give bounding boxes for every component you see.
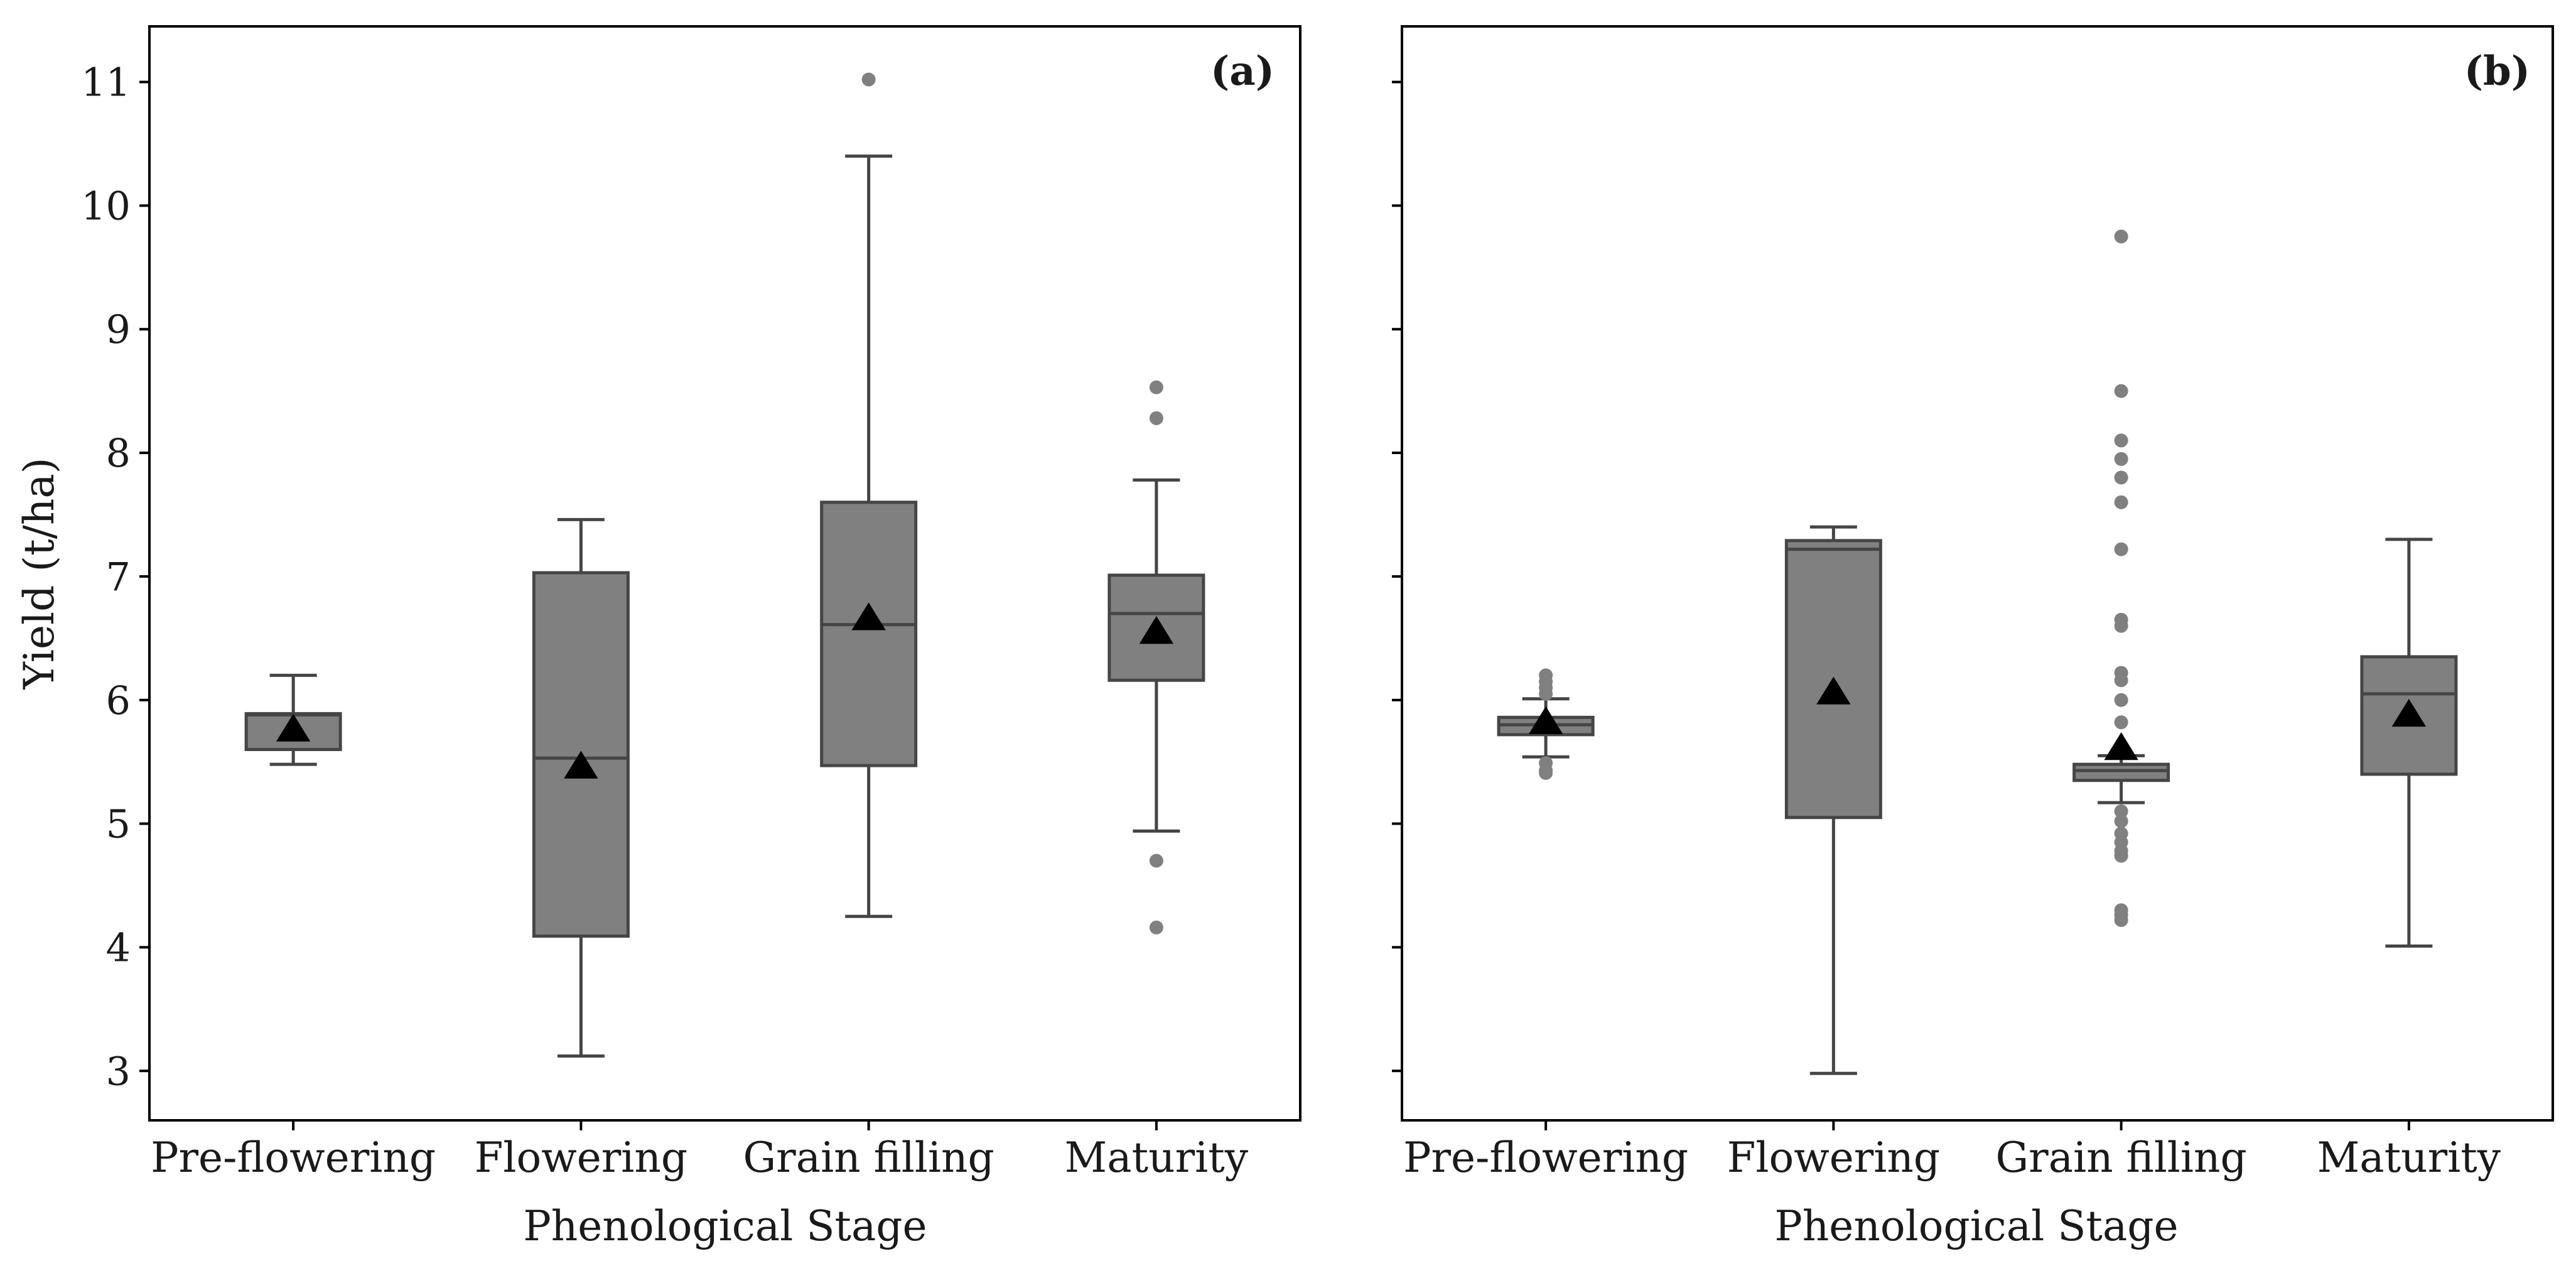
panel-a-category-label: Flowering [475, 1134, 688, 1182]
panel-b-frame [1401, 25, 2554, 1122]
panel-b-category-label: Pre-flowering [1403, 1134, 1688, 1182]
panel-b-box-2 [2072, 229, 2170, 928]
mean-marker [276, 713, 311, 742]
y-tick-label: 11 [81, 60, 131, 106]
outlier-point [2114, 715, 2128, 730]
outlier-point [2114, 848, 2128, 863]
iqr-box [1784, 539, 1882, 820]
outlier-point [2114, 542, 2128, 556]
panel-b-category-label: Flowering [1727, 1134, 1941, 1182]
outlier-point [2114, 384, 2128, 398]
panel-a-category-label: Grain filling [743, 1134, 994, 1182]
panel-a-x-axis-title: Phenological Stage [523, 1202, 927, 1250]
panel-b-box-1 [1784, 525, 1882, 1075]
y-tick-label: 6 [106, 678, 131, 723]
outlier-point [2114, 495, 2128, 509]
y-tick-label: 7 [106, 554, 131, 600]
outlier-point [2114, 619, 2128, 633]
panel-a-box-2 [820, 72, 918, 918]
panel-a-label: (a) [1210, 48, 1275, 95]
y-tick-label: 3 [106, 1048, 131, 1094]
outlier-point [1149, 920, 1163, 934]
mean-marker [1528, 706, 1563, 734]
mean-marker [2104, 732, 2138, 760]
mean-marker [564, 750, 598, 779]
panel-a-box-3 [1107, 380, 1205, 934]
panel-b-x-axis-title: Phenological Stage [1774, 1202, 2178, 1250]
y-tick-label: 9 [106, 306, 131, 352]
outlier-point [1149, 411, 1163, 425]
panel-b-box-0 [1497, 668, 1595, 780]
mean-marker [2391, 698, 2427, 727]
panel-a-category-label: Pre-flowering [151, 1134, 436, 1182]
y-axis-title: Yield (t/ha) [15, 457, 63, 690]
outlier-point [2114, 433, 2128, 448]
outlier-point [1149, 380, 1163, 394]
outlier-point [2114, 804, 2128, 818]
y-tick-label: 10 [81, 183, 131, 229]
outlier-point [2114, 673, 2128, 688]
mean-marker [1139, 615, 1174, 644]
outlier-point [1149, 853, 1163, 868]
panel-a-box-0 [244, 673, 342, 766]
outlier-point [2114, 229, 2128, 244]
panel-a-category-label: Maturity [1065, 1134, 1249, 1182]
panel-a-box-1 [532, 517, 630, 1058]
panel-b-category-label: Maturity [2317, 1134, 2501, 1182]
panel-b: Pre-flowering Flowering Grain filling Matur… [1392, 25, 2554, 1250]
panel-a: 3 4 5 6 7 8 9 10 11 Pre-flowering Flowering Grain … [15, 25, 1301, 1250]
y-tick-label: 8 [106, 430, 131, 476]
outlier-point [2114, 913, 2128, 928]
outlier-point [2114, 470, 2128, 485]
y-tick-label: 4 [106, 924, 131, 970]
outlier-point [1539, 766, 1553, 780]
iqr-box [820, 501, 918, 767]
panel-a-frame [148, 25, 1301, 1122]
panel-b-label: (b) [2464, 48, 2530, 95]
mean-marker [1816, 676, 1851, 705]
iqr-box [2072, 762, 2170, 782]
mean-marker [851, 602, 886, 630]
outlier-point [1539, 686, 1553, 701]
outlier-point [2114, 452, 2128, 466]
outlier-point [2114, 693, 2128, 707]
panel-b-box-3 [2360, 538, 2458, 948]
outlier-point [2114, 814, 2128, 828]
y-tick-label: 5 [106, 801, 131, 847]
panel-b-category-label: Grain filling [1995, 1134, 2246, 1182]
outlier-point [861, 72, 876, 87]
